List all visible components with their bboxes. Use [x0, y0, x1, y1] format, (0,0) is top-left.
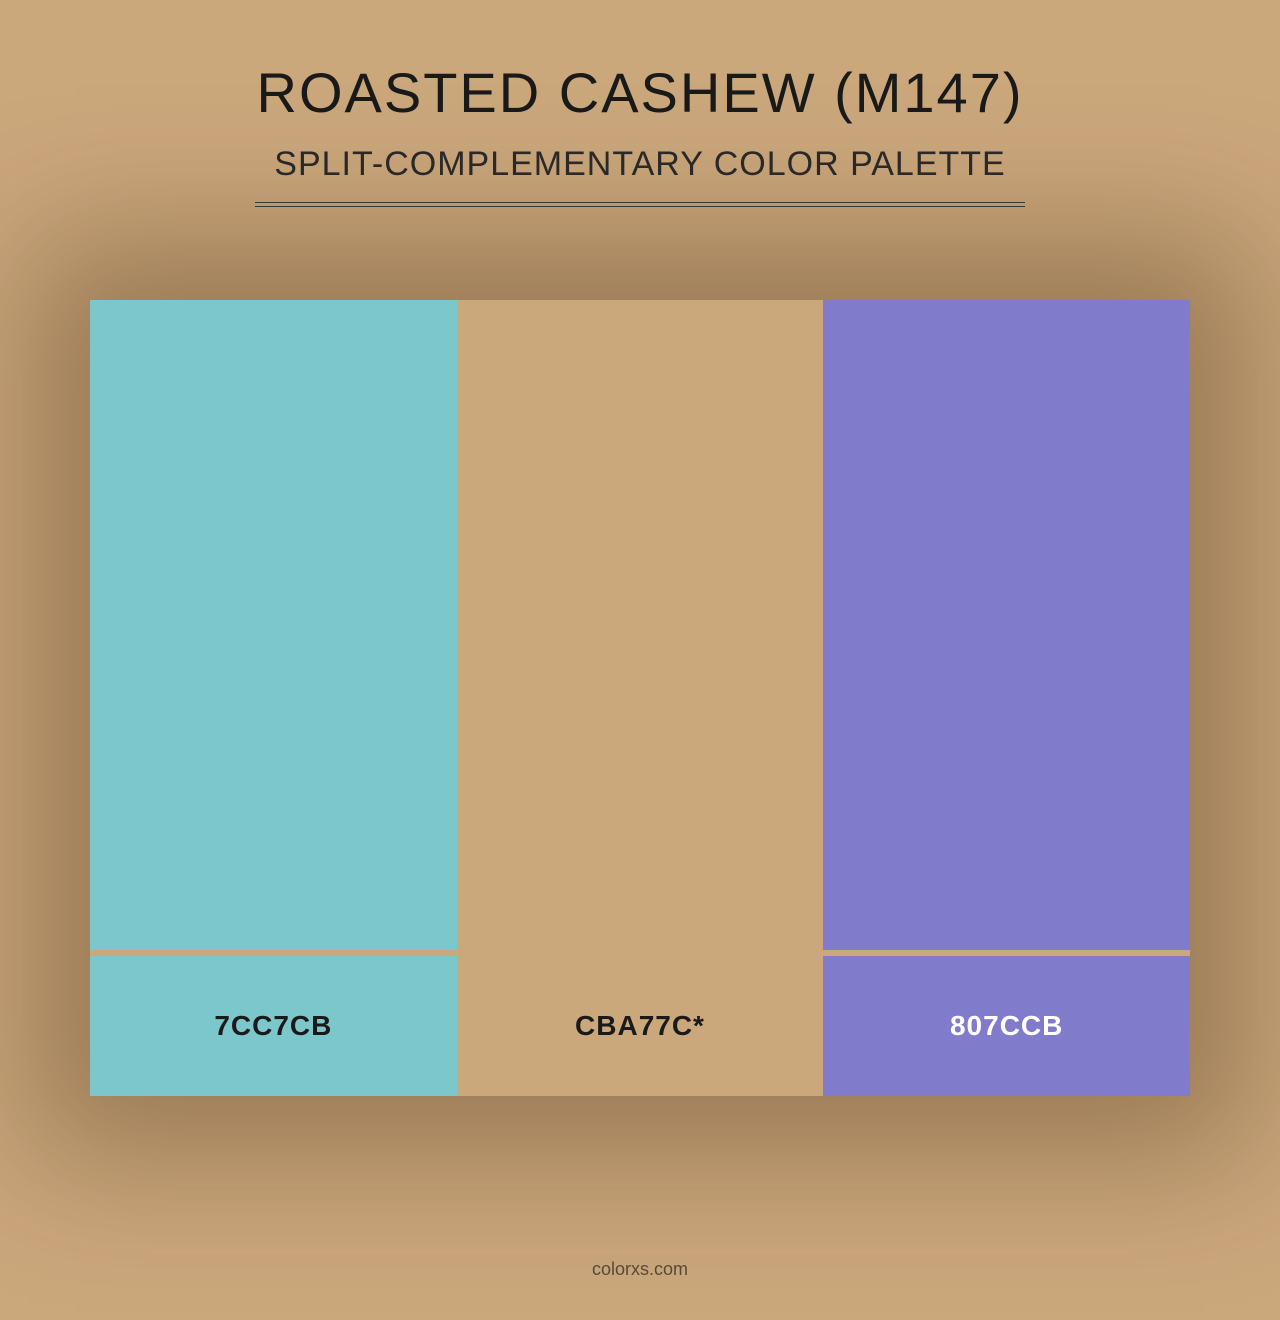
page-title: ROASTED CASHEW (M147) [0, 60, 1280, 125]
swatch-main-1 [90, 300, 457, 950]
swatch-label-3: 807CCB [823, 956, 1190, 1096]
divider-line [255, 202, 1025, 207]
swatch-label-1: 7CC7CB [90, 956, 457, 1096]
footer-credit: colorxs.com [0, 1259, 1280, 1280]
swatch-main-3 [823, 300, 1190, 950]
swatch-label-2: CBA77C* [457, 956, 824, 1096]
header: ROASTED CASHEW (M147) SPLIT-COMPLEMENTAR… [0, 0, 1280, 207]
swatch-column-1: 7CC7CB [90, 300, 457, 1096]
swatch-main-2 [457, 300, 824, 950]
swatch-column-3: 807CCB [823, 300, 1190, 1096]
palette-container: 7CC7CB CBA77C* 807CCB [90, 300, 1190, 1096]
swatch-column-2: CBA77C* [457, 300, 824, 1096]
page-subtitle: SPLIT-COMPLEMENTARY COLOR PALETTE [0, 145, 1280, 184]
